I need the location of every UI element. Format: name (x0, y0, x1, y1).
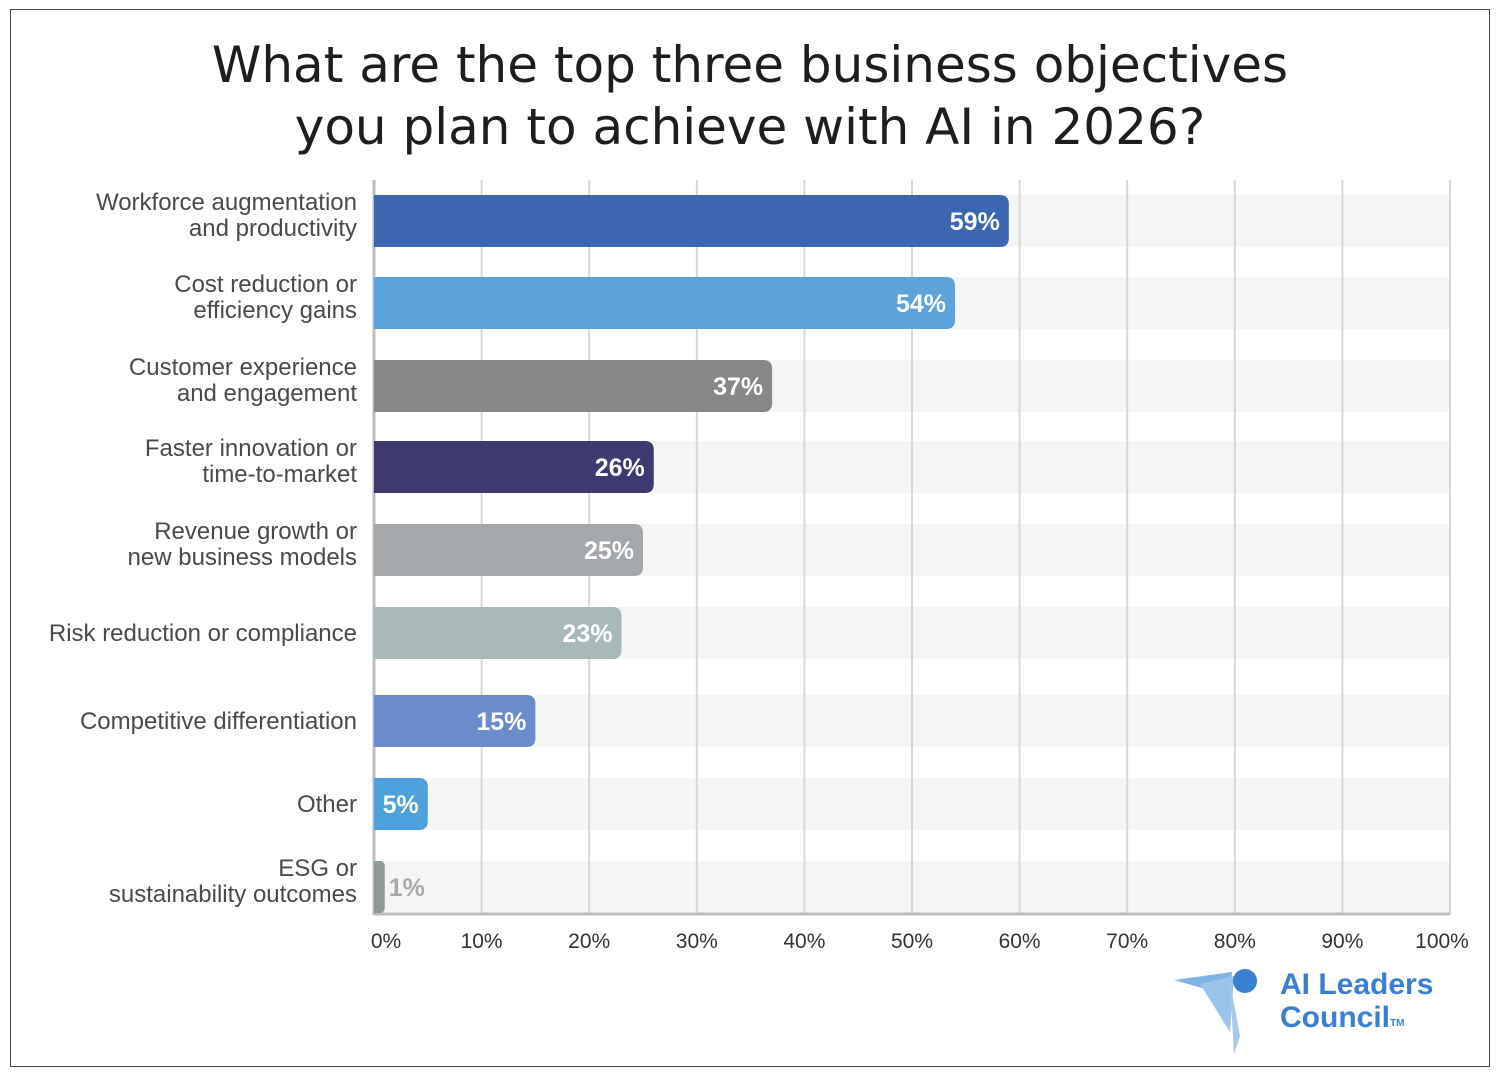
category-label-2-line-2: efficiency gains (193, 297, 357, 324)
category-label-5-line-1: Revenue growth or (154, 518, 357, 545)
bird-logo-icon (1174, 969, 1257, 1054)
category-label-3-line-2: and engagement (177, 380, 357, 407)
bar-4 (374, 441, 654, 493)
x-tick-label-80pct: 80% (1214, 930, 1256, 953)
x-tick-label-10pct: 10% (461, 930, 503, 953)
bar-value-label-8: 5% (383, 791, 419, 819)
category-label-4-line-2: time-to-market (202, 461, 357, 488)
bar-2 (374, 277, 956, 329)
chart-title-line-2: you plan to achieve with AI in 2026? (294, 98, 1206, 156)
ai-leaders-council-logo: AI Leaders CouncilTM (1170, 962, 1470, 1062)
bar-value-label-3: 37% (713, 373, 763, 401)
category-label-9-line-1: ESG or (278, 855, 357, 882)
chart-title-line-1: What are the top three business objectiv… (211, 36, 1289, 94)
bar-value-label-7: 15% (476, 708, 526, 736)
x-tick-label-70pct: 70% (1106, 930, 1148, 953)
x-tick-label-100pct: 100% (1415, 930, 1469, 953)
bar-value-label-6: 23% (562, 620, 612, 648)
category-label-9-line-2: sustainability outcomes (109, 881, 357, 908)
chart-title: What are the top three business objectiv… (0, 34, 1500, 158)
category-label-5-line-2: new business models (128, 544, 357, 571)
bar-value-label-9: 1% (389, 874, 425, 902)
bar-value-label-1: 59% (950, 208, 1000, 236)
bar-6 (374, 607, 622, 659)
category-label-3-line-1: Customer experience (129, 354, 357, 381)
bar-value-label-5: 25% (584, 537, 634, 565)
x-tick-label-30pct: 30% (676, 930, 718, 953)
logo-line-2: CouncilTM (1280, 1001, 1405, 1034)
x-tick-label-90pct: 90% (1321, 930, 1363, 953)
x-tick-label-20pct: 20% (568, 930, 610, 953)
category-label-1-line-1: Workforce augmentation (96, 189, 357, 216)
logo-line-1: AI Leaders (1280, 968, 1434, 1001)
bar-3 (374, 360, 773, 412)
category-label-4-line-1: Faster innovation or (145, 435, 357, 462)
category-label-1-line-2: and productivity (189, 215, 357, 242)
x-tick-label-60pct: 60% (999, 930, 1041, 953)
x-tick-label-40pct: 40% (783, 930, 825, 953)
bar-8 (374, 778, 428, 830)
bar-9 (374, 861, 385, 913)
logo-trademark: TM (1390, 1018, 1405, 1029)
category-label-7-line-1: Competitive differentiation (80, 708, 357, 735)
bar-5 (374, 524, 643, 576)
category-label-8-line-1: Other (297, 791, 357, 818)
bar-7 (374, 695, 536, 747)
bar-value-label-2: 54% (896, 290, 946, 318)
x-tick-label-50pct: 50% (891, 930, 933, 953)
bar-1 (374, 195, 1009, 247)
logo-wordmark: AI Leaders CouncilTM (1280, 968, 1433, 1034)
x-tick-label-0pct: 0% (371, 930, 401, 953)
category-label-6-line-1: Risk reduction or compliance (49, 620, 357, 647)
category-label-2-line-1: Cost reduction or (174, 271, 357, 298)
bar-value-label-4: 26% (595, 454, 645, 482)
